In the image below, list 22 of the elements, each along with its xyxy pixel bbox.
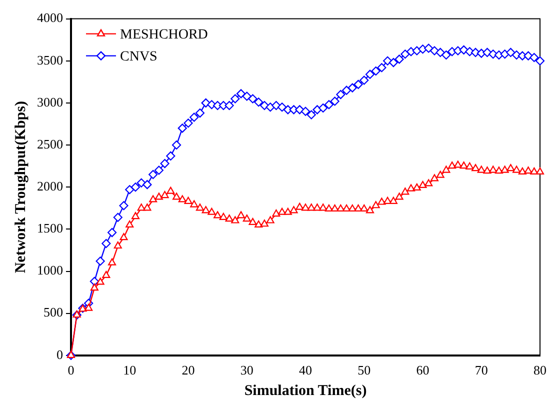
y-tick-label: 0 xyxy=(56,346,63,362)
y-tick-label: 1000 xyxy=(37,262,63,278)
x-tick-label: 70 xyxy=(474,362,488,378)
y-tick-label: 4000 xyxy=(37,10,63,26)
x-tick-label: 20 xyxy=(182,362,195,378)
y-tick-label: 1500 xyxy=(37,220,63,236)
y-tick-label: 2000 xyxy=(37,178,63,194)
x-tick-label: 50 xyxy=(358,362,371,378)
x-tick-label: 80 xyxy=(534,362,546,378)
y-tick-label: 3000 xyxy=(37,94,63,110)
y-tick-label: 3500 xyxy=(37,52,63,68)
y-tick-label: 2500 xyxy=(37,136,63,152)
x-tick-label: 40 xyxy=(299,362,312,378)
x-axis-title: Simulation Time(s) xyxy=(244,382,367,399)
x-tick-label: 30 xyxy=(240,362,254,378)
y-tick-label: 500 xyxy=(44,304,63,320)
x-tick-label: 0 xyxy=(68,362,74,378)
y-axis-title: Network Troughput(Kbps) xyxy=(12,101,29,274)
x-tick-label: 60 xyxy=(416,362,430,378)
x-tick-label: 10 xyxy=(123,362,136,378)
legend-label: MESHCHORD xyxy=(120,27,208,42)
legend-label: CNVS xyxy=(120,49,158,64)
